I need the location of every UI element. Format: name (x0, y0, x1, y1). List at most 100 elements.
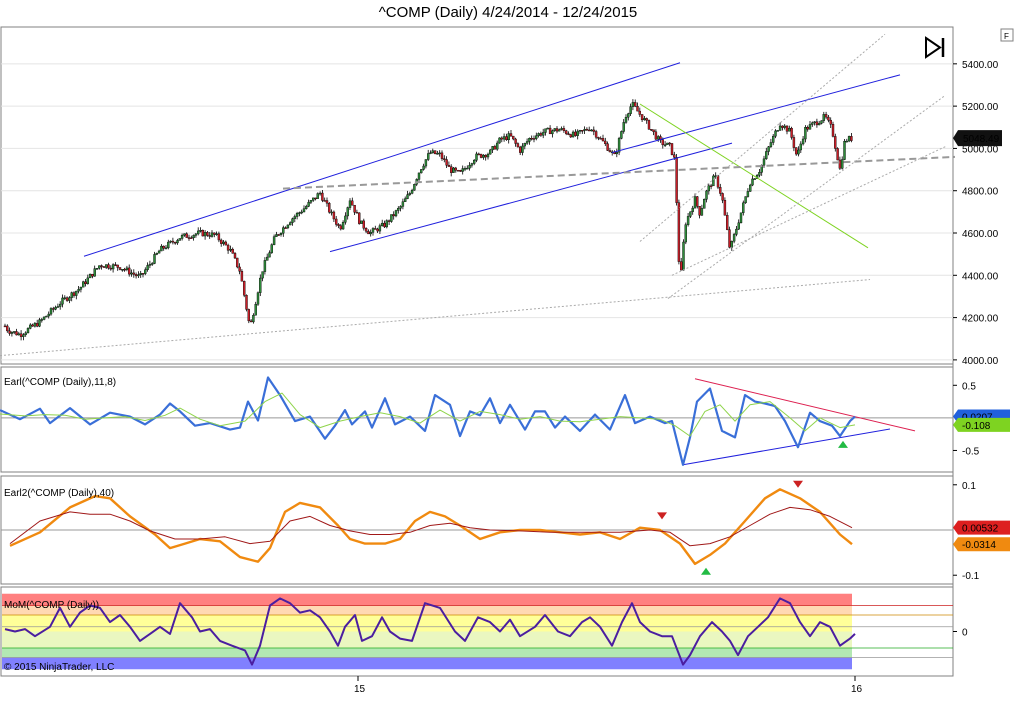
candle-body (521, 145, 524, 153)
long-dotted (0, 279, 871, 357)
candle-body (588, 129, 591, 132)
candle-body (316, 193, 319, 199)
candle-body (328, 202, 331, 213)
candle-body (606, 143, 609, 151)
chart-title: ^COMP (Daily) 4/24/2014 - 12/24/2015 (378, 4, 638, 21)
candle-body (81, 281, 85, 288)
candle-body (192, 235, 195, 239)
candle-body (486, 153, 490, 158)
candle-body (808, 124, 812, 130)
candle-body (496, 142, 499, 150)
candle-body (709, 185, 713, 187)
candle-body (721, 193, 724, 201)
candle-body (348, 200, 352, 208)
candle-body (289, 222, 292, 226)
candle-body (139, 273, 142, 275)
candle-body (470, 163, 474, 166)
candle-body (551, 130, 554, 135)
mom-purple (4, 597, 856, 666)
candle-body (636, 106, 639, 112)
price-series (0, 33, 956, 357)
candle-body (397, 208, 400, 211)
candle-body (245, 295, 248, 310)
candle-body (776, 130, 779, 132)
candle-body (617, 138, 621, 153)
skip-to-end-icon[interactable] (922, 36, 948, 59)
candle-body (194, 233, 198, 236)
candle-body (712, 175, 715, 187)
mom-band (2, 648, 852, 658)
candle-body (272, 236, 276, 245)
earl-panel-label: Earl(^COMP (Daily),11,8) (4, 377, 116, 388)
price-tick-label: 4400.00 (962, 271, 999, 282)
price-tick-label: 4000.00 (962, 356, 999, 367)
lower-channel-1 (329, 142, 733, 253)
candle-body (744, 196, 747, 204)
price-last-flag (953, 130, 1002, 147)
candle-body (196, 230, 200, 235)
candle-body (360, 220, 363, 224)
candle-body (850, 136, 853, 141)
candle-body (351, 200, 354, 206)
candle-body (247, 309, 251, 322)
candle-body (831, 124, 835, 137)
candle-body (277, 234, 280, 236)
candle-body (765, 151, 768, 160)
mom-band (2, 605, 852, 615)
candle-body (703, 199, 706, 209)
candle-body (661, 139, 664, 146)
x-tick-label: 16 (851, 684, 863, 695)
candle-body (404, 198, 407, 202)
candle-body (171, 240, 175, 243)
candle-body (530, 137, 533, 140)
candle-body (68, 297, 71, 301)
candle-body (454, 167, 457, 171)
candle-body (815, 121, 819, 126)
candle-body (233, 253, 237, 259)
candle-body (22, 334, 25, 337)
candle-body (689, 211, 692, 217)
f-button[interactable]: F (1000, 28, 1014, 42)
candle-body (753, 178, 756, 180)
candle-body (762, 158, 766, 166)
candle-body (601, 138, 605, 142)
price-tick-label: 4800.00 (962, 187, 999, 198)
mom-band (2, 593, 852, 606)
candle-body (769, 142, 773, 147)
price-last-label: 5048.49 (963, 134, 1000, 145)
candle-body (739, 212, 743, 224)
axis-labels: 4000.00 4200.00 4400.00 4600.00 4800.00 5000.… (354, 60, 1010, 695)
candle-body (307, 202, 310, 207)
candle-body (134, 274, 138, 277)
candle-body (173, 242, 177, 244)
candle-body (116, 264, 119, 268)
earl-blue (0, 376, 856, 466)
candle-body (447, 164, 451, 167)
copyright-text: © 2015 NinjaTrader, LLC (4, 662, 114, 673)
candle-body (10, 332, 14, 334)
arrow-up-marker (701, 567, 711, 575)
candle-body (31, 324, 34, 327)
candle-body (150, 263, 154, 265)
candle-body (443, 158, 446, 160)
candle-body (730, 241, 733, 248)
candle-body (45, 315, 48, 318)
candle-body (162, 245, 165, 249)
candle-body (36, 323, 39, 327)
candle-body (728, 229, 731, 248)
candle-body (240, 270, 244, 282)
candle-body (578, 130, 582, 132)
candle-body (282, 227, 285, 234)
candle-body (528, 137, 531, 142)
candle-body (169, 240, 172, 243)
candle-body (560, 128, 563, 130)
candle-body (298, 212, 301, 214)
candle-body (176, 240, 179, 244)
candle-body (203, 232, 207, 237)
candle-body (567, 133, 570, 135)
candle-body (792, 137, 796, 148)
earl-green (0, 392, 856, 437)
candle-body (820, 120, 823, 124)
candle-body (804, 127, 807, 140)
